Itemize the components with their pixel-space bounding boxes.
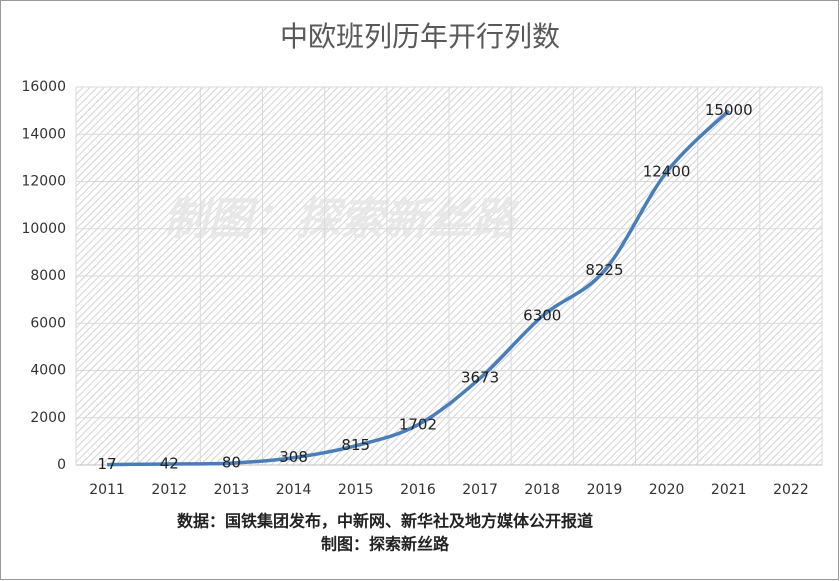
x-tick-label: 2020 (649, 482, 685, 498)
x-tick-label: 2013 (214, 482, 250, 498)
x-tick-label: 2017 (462, 482, 498, 498)
y-tick-label: 4000 (30, 363, 66, 379)
x-tick-label: 2015 (338, 482, 374, 498)
x-tick-label: 2014 (276, 482, 312, 498)
line (107, 109, 730, 467)
x-tick-label: 2011 (89, 482, 125, 498)
y-tick-label: 6000 (30, 315, 66, 331)
data-label: 17 (98, 455, 117, 473)
data-label: 815 (341, 436, 370, 454)
x-tick-label: 2022 (773, 482, 809, 498)
source: 数据：国铁集团发布，中新网、新华社及地方媒体公开报道 (177, 512, 593, 531)
data-label: 3673 (461, 369, 499, 387)
y-tick-label: 12000 (21, 174, 66, 190)
x-tick-label: 2021 (711, 482, 747, 498)
data-label: 1702 (399, 415, 437, 433)
y-tick-label: 8000 (30, 268, 66, 284)
watermark: 制图：探索新丝路 (164, 194, 521, 245)
x-tick-label: 2018 (524, 482, 560, 498)
x-tick-label: 2019 (587, 482, 623, 498)
data-label: 6300 (523, 307, 561, 325)
y-tick-label: 2000 (30, 410, 66, 426)
data-label: 8225 (585, 261, 623, 279)
y-tick-label: 0 (57, 457, 66, 473)
data-label: 42 (160, 455, 179, 473)
data-label: 15000 (705, 101, 753, 119)
data-label: 12400 (643, 163, 691, 181)
y-tick-label: 14000 (21, 126, 66, 142)
y-tick-label: 10000 (21, 221, 66, 237)
chart-title: 中欧班列历年开行列数 (280, 20, 560, 53)
credit: 制图：探索新丝路 (321, 535, 450, 554)
data-label: 80 (222, 454, 241, 472)
data-label: 308 (279, 448, 308, 466)
y-tick-label: 16000 (21, 79, 66, 95)
x-tick-label: 2012 (151, 482, 187, 498)
x-tick-label: 2016 (400, 482, 436, 498)
